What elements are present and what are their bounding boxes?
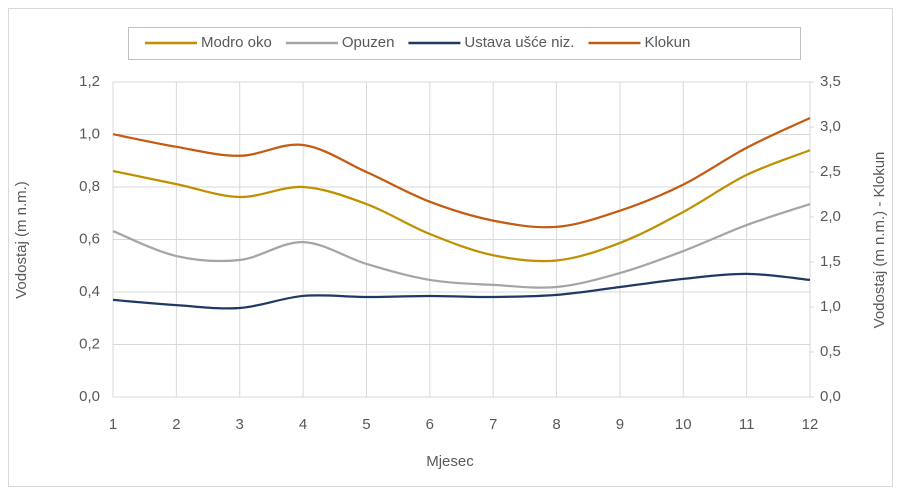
legend-label: Ustava ušće niz.	[464, 34, 574, 51]
chart-border	[8, 8, 893, 487]
y2-tick-label: 1,0	[820, 298, 841, 315]
x-tick-label: 12	[802, 416, 819, 433]
series-line	[112, 149, 811, 263]
y2-tick-label: 0,0	[820, 388, 841, 405]
y2-tick-label: 3,5	[820, 73, 841, 90]
x-tick-label: 4	[299, 416, 307, 433]
x-tick-label: 9	[616, 416, 624, 433]
series-line	[112, 116, 811, 229]
legend-box	[128, 27, 801, 60]
y-tick-label: 1,2	[79, 73, 100, 90]
legend-label: Modro oko	[201, 34, 272, 51]
x-tick-label: 2	[172, 416, 180, 433]
y2-tick-label: 2,0	[820, 208, 841, 225]
y2-tick-label: 0,5	[820, 343, 841, 360]
y-tick-label: 0,2	[79, 335, 100, 352]
x-tick-label: 1	[109, 416, 117, 433]
y2-tick-label: 2,5	[820, 163, 841, 180]
y-axis-title: Vodostaj (m n.m.)	[13, 181, 30, 299]
legend-label: Klokun	[644, 34, 690, 51]
x-tick-label: 8	[552, 416, 560, 433]
series-line	[112, 272, 811, 310]
y-tick-label: 0,6	[79, 230, 100, 247]
series-line	[112, 202, 811, 289]
y-tick-label: 0,4	[79, 283, 100, 300]
y-tick-label: 0,8	[79, 178, 100, 195]
x-tick-label: 6	[426, 416, 434, 433]
y2-axis-title: Vodostaj (m n.m.) - Klokun	[871, 152, 888, 329]
x-tick-label: 11	[739, 416, 755, 433]
x-tick-label: 10	[675, 416, 692, 433]
y-tick-label: 1,0	[79, 125, 100, 142]
x-tick-label: 3	[236, 416, 244, 433]
y2-tick-label: 1,5	[820, 253, 841, 270]
x-tick-label: 7	[489, 416, 497, 433]
x-axis-title: Mjesec	[426, 453, 474, 470]
y-tick-label: 0,0	[79, 388, 100, 405]
x-tick-label: 5	[362, 416, 370, 433]
legend-label: Opuzen	[342, 34, 395, 51]
y2-tick-label: 3,0	[820, 118, 841, 135]
